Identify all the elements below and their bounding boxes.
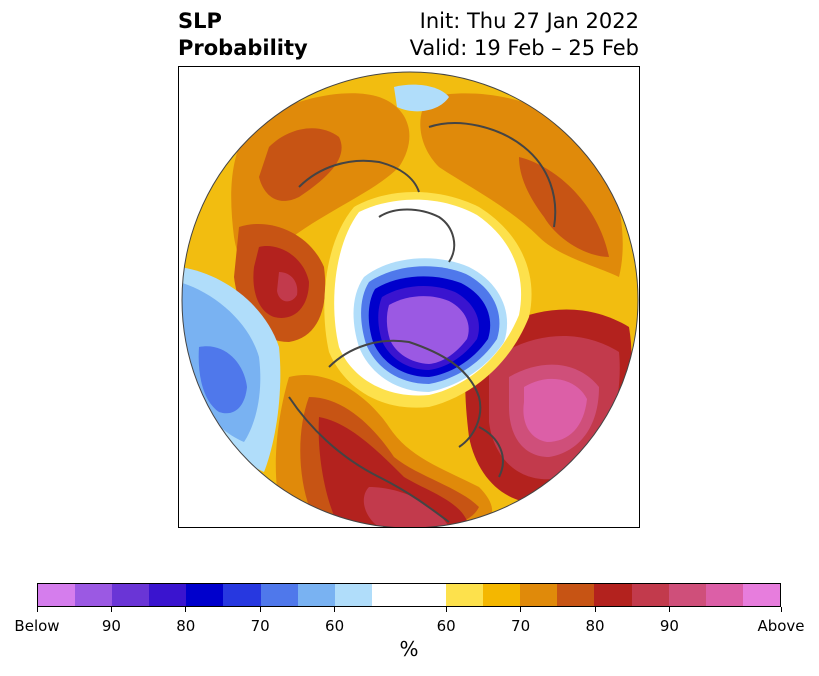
variable-label: SLP <box>178 9 222 33</box>
coastline-outlines <box>288 122 557 523</box>
colorbar-segment <box>594 584 632 606</box>
colorbar-segment <box>446 584 484 606</box>
colorbar-segment <box>520 584 558 606</box>
colorbar-segment <box>371 584 409 606</box>
colorbar-tick-label: 70 <box>511 617 531 635</box>
colorbar-segment <box>260 584 298 606</box>
colorbar-unit: % <box>399 637 419 661</box>
product-label: Probability <box>178 36 308 60</box>
colorbar-tick <box>259 607 261 612</box>
colorbar-segment <box>742 584 780 606</box>
colorbar-tick <box>520 607 522 612</box>
colorbar-segment <box>631 584 669 606</box>
colorbar-tick <box>445 607 447 612</box>
probability-field <box>182 72 638 527</box>
colorbar-tick-label: Below <box>14 617 60 635</box>
init-date: Init: Thu 27 Jan 2022 <box>419 9 639 33</box>
probability-colorbar <box>37 583 781 607</box>
colorbar-tick-label: 90 <box>659 617 679 635</box>
colorbar-segment <box>223 584 261 606</box>
colorbar-tick <box>668 607 670 612</box>
colorbar-tick <box>594 607 596 612</box>
map-dates: Init: Thu 27 Jan 2022 Valid: 19 Feb – 25… <box>410 8 639 62</box>
colorbar-tick-label: Above <box>757 617 805 635</box>
colorbar-tick <box>780 607 782 612</box>
polar-projection <box>181 71 639 527</box>
valid-range: Valid: 19 Feb – 25 Feb <box>409 36 639 60</box>
colorbar-segment <box>557 584 595 606</box>
colorbar-tick-label: 80 <box>176 617 196 635</box>
colorbar-segment <box>149 584 187 606</box>
colorbar-tick-label: 70 <box>250 617 270 635</box>
colorbar-tick <box>185 607 187 612</box>
colorbar-segment <box>705 584 743 606</box>
colorbar-segment <box>668 584 706 606</box>
colorbar-segment <box>334 584 372 606</box>
colorbar-segment <box>38 584 76 606</box>
colorbar-tick-label: 60 <box>436 617 456 635</box>
colorbar-segment <box>408 584 447 606</box>
colorbar-segment <box>75 584 113 606</box>
colorbar-segment <box>483 584 521 606</box>
map-horizon <box>181 71 639 527</box>
colorbar-tick-label: 90 <box>101 617 121 635</box>
colorbar-tick <box>36 607 38 612</box>
colorbar-segment <box>186 584 224 606</box>
colorbar-segment <box>112 584 150 606</box>
probability-map <box>178 66 640 528</box>
colorbar-tick-label: 60 <box>325 617 345 635</box>
colorbar-segment <box>297 584 335 606</box>
colorbar-tick <box>110 607 112 612</box>
colorbar-tick <box>334 607 336 612</box>
colorbar-tick-label: 80 <box>585 617 605 635</box>
map-title: SLP Probability <box>178 8 308 62</box>
